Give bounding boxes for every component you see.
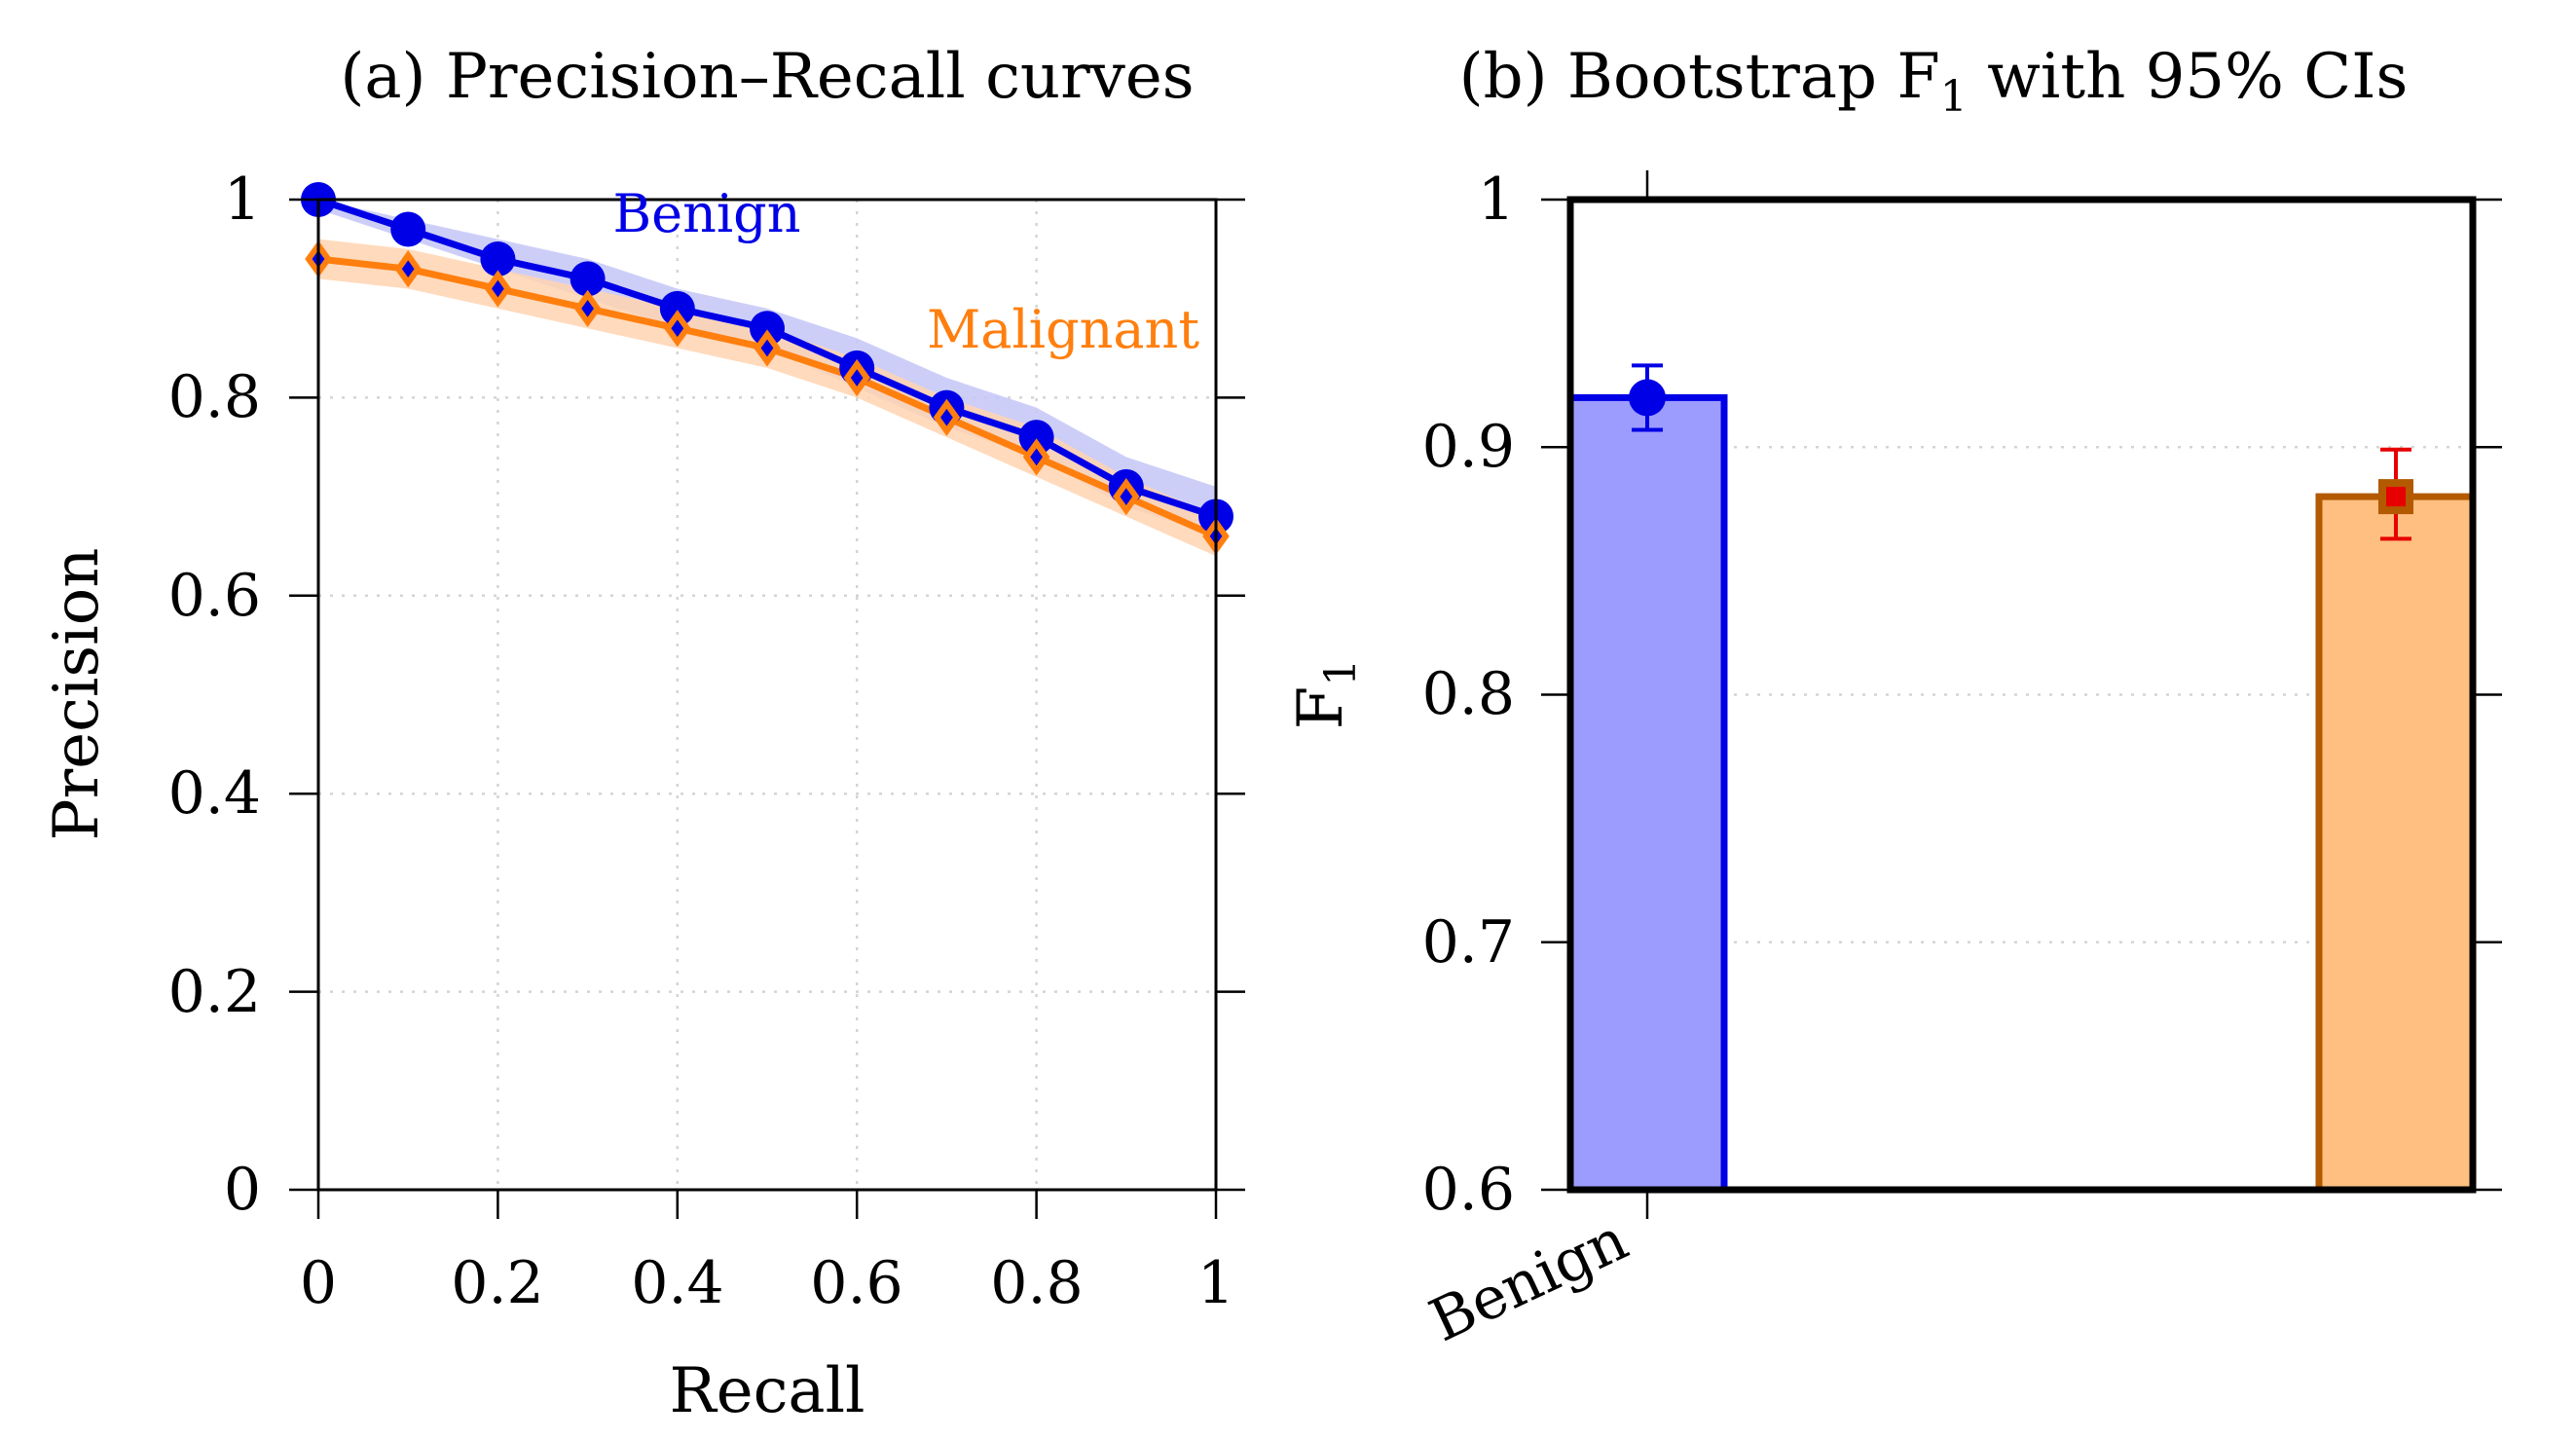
- malignant-f1-point-inner: [2386, 487, 2406, 507]
- pr-panel: (a) Precision–Recall curves 0 0.2 0.4 0.…: [41, 41, 1245, 1427]
- benign-point: [1018, 420, 1054, 456]
- pr-y-tick-label: 0.8: [168, 363, 261, 431]
- malignant-point: [843, 358, 870, 397]
- pr-x-tick-label: 0.6: [810, 1249, 902, 1317]
- f1-y-tick-label: 0.9: [1422, 413, 1515, 481]
- malignant-point: [664, 310, 691, 348]
- malignant-curve-label: Malignant: [927, 299, 1199, 360]
- pr-axes-frame: [316, 198, 1218, 1192]
- malignant-point: [1022, 438, 1050, 476]
- benign-point: [659, 290, 695, 326]
- pr-x-tick-label: 0: [300, 1249, 337, 1317]
- pr-y-tick-label: 0.2: [168, 958, 261, 1026]
- pr-title: (a) Precision–Recall curves: [340, 41, 1194, 113]
- f1-y-tick-label: 0.6: [1422, 1156, 1515, 1224]
- pr-confidence-bands: [318, 200, 1216, 557]
- f1-y-tick-label: 0.8: [1422, 660, 1515, 728]
- pr-y-tick-label: 1: [224, 166, 261, 234]
- malignant-f1-bar: [2315, 493, 2477, 1194]
- benign-point: [390, 211, 426, 247]
- benign-f1-point: [1629, 379, 1666, 417]
- benign-curve-label: Benign: [612, 183, 800, 244]
- f1-y-tick-label: 0.7: [1422, 908, 1515, 977]
- f1-panel: (b) Bootstrap F1 with 95% CIs 0.6 0.7 0.…: [1285, 41, 2502, 1355]
- pr-y-axis-label: Precision: [41, 548, 113, 841]
- pr-y-tick-label: 0: [224, 1156, 261, 1224]
- pr-ticks: [289, 198, 1245, 1219]
- malignant-confidence-band: [318, 239, 1216, 557]
- pr-y-tick-label: 0.6: [168, 562, 261, 630]
- f1-error-bars: [1629, 363, 2413, 541]
- malignant-point: [394, 250, 422, 288]
- f1-y-axis-label: F1: [1285, 659, 1366, 729]
- f1-bars: [1566, 393, 2477, 1194]
- malignant-point: [754, 329, 781, 367]
- pr-x-tick-label: 1: [1197, 1249, 1234, 1317]
- malignant-point: [933, 398, 961, 436]
- pr-x-axis-label: Recall: [670, 1355, 865, 1427]
- pr-x-tick-label: 0.4: [631, 1249, 723, 1317]
- f1-title: (b) Bootstrap F1 with 95% CIs: [1459, 41, 2409, 122]
- pr-y-tick-label: 0.4: [168, 759, 261, 828]
- f1-y-tick-label: 1: [1478, 166, 1515, 234]
- malignant-point: [573, 289, 602, 328]
- f1-x-tick-label: Benign: [1419, 1205, 1638, 1355]
- f1-ticks: [1541, 170, 2502, 1219]
- pr-x-tick-label: 0.2: [451, 1249, 543, 1317]
- benign-point: [750, 311, 785, 347]
- benign-f1-bar: [1566, 393, 1728, 1194]
- benign-point: [480, 241, 516, 277]
- malignant-point: [1113, 477, 1140, 516]
- pr-x-tick-label: 0.8: [990, 1249, 1083, 1317]
- malignant-point: [484, 270, 512, 308]
- benign-point: [570, 261, 606, 297]
